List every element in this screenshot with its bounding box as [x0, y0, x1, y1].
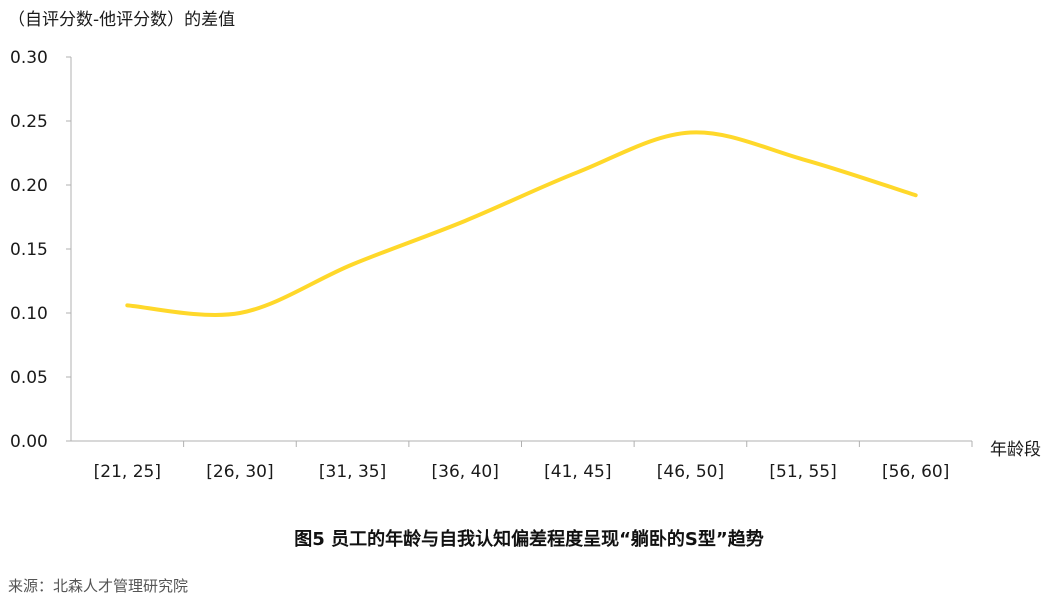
x-tick-marks — [183, 441, 973, 447]
y-tick-label: 0.00 — [10, 432, 48, 452]
x-tick-label: [21, 25] — [94, 462, 161, 482]
y-tick-label: 0.15 — [10, 240, 48, 260]
x-tick-label: [46, 50] — [657, 462, 724, 482]
x-tick-label: [51, 55] — [769, 462, 836, 482]
figure-caption: 图5 员工的年龄与自我认知偏差程度呈现“躺卧的S型”趋势 — [294, 528, 763, 550]
y-tick-label: 0.05 — [10, 368, 48, 388]
x-tick-labels: [21, 25] [26, 30] [31, 35] [36, 40] [41, 45]… — [94, 462, 950, 482]
y-axis-title: （自评分数-他评分数）的差值 — [8, 10, 235, 30]
y-tick-label: 0.10 — [10, 304, 48, 324]
y-tick-label: 0.30 — [10, 48, 48, 68]
x-axis-title: 年龄段 — [990, 440, 1041, 460]
x-tick-label: [26, 30] — [206, 462, 273, 482]
x-tick-label: [41, 45] — [544, 462, 611, 482]
x-tick-label: [31, 35] — [319, 462, 386, 482]
source-note: 来源：北森人才管理研究院 — [8, 577, 188, 595]
y-tick-label: 0.20 — [10, 176, 48, 196]
series-line — [125, 130, 918, 317]
x-tick-label: [36, 40] — [432, 462, 499, 482]
y-tick-label: 0.25 — [10, 112, 48, 132]
x-tick-label: [56, 60] — [882, 462, 949, 482]
y-tick-labels: 0.00 0.05 0.10 0.15 0.20 0.25 0.30 — [10, 48, 71, 452]
